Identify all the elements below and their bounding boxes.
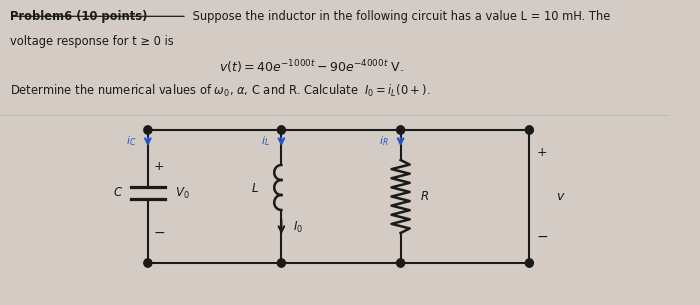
Text: $I_0$: $I_0$ [293, 220, 303, 235]
Text: $C$: $C$ [113, 186, 123, 199]
Circle shape [397, 259, 405, 267]
Text: $L$: $L$ [251, 181, 258, 195]
Text: $V_0$: $V_0$ [174, 185, 189, 201]
Text: $v$: $v$ [556, 191, 566, 203]
Circle shape [144, 259, 152, 267]
Circle shape [397, 126, 405, 134]
Circle shape [277, 126, 286, 134]
Text: Suppose the inductor in the following circuit has a value L = 10 mH. The: Suppose the inductor in the following ci… [189, 10, 610, 23]
Circle shape [526, 259, 533, 267]
Text: $i_L$: $i_L$ [261, 134, 270, 148]
Text: Determine the numerical values of $\omega_0$, $\alpha$, C and R. Calculate  $I_0: Determine the numerical values of $\omeg… [10, 83, 430, 99]
Text: −: − [153, 226, 165, 240]
Text: $i_R$: $i_R$ [379, 134, 389, 148]
Circle shape [526, 126, 533, 134]
Text: voltage response for t ≥ 0 is: voltage response for t ≥ 0 is [10, 35, 174, 48]
Text: $i_C$: $i_C$ [126, 134, 136, 148]
Text: +: + [537, 146, 547, 160]
Circle shape [144, 126, 152, 134]
Text: +: + [153, 160, 164, 174]
Text: Problem6 (10 points): Problem6 (10 points) [10, 10, 147, 23]
Circle shape [277, 259, 286, 267]
Text: $v(t) = 40e^{-1000t} - 90e^{-4000t}$ V.: $v(t) = 40e^{-1000t} - 90e^{-4000t}$ V. [219, 58, 405, 76]
Text: −: − [537, 230, 549, 244]
Text: $R$: $R$ [420, 191, 428, 203]
